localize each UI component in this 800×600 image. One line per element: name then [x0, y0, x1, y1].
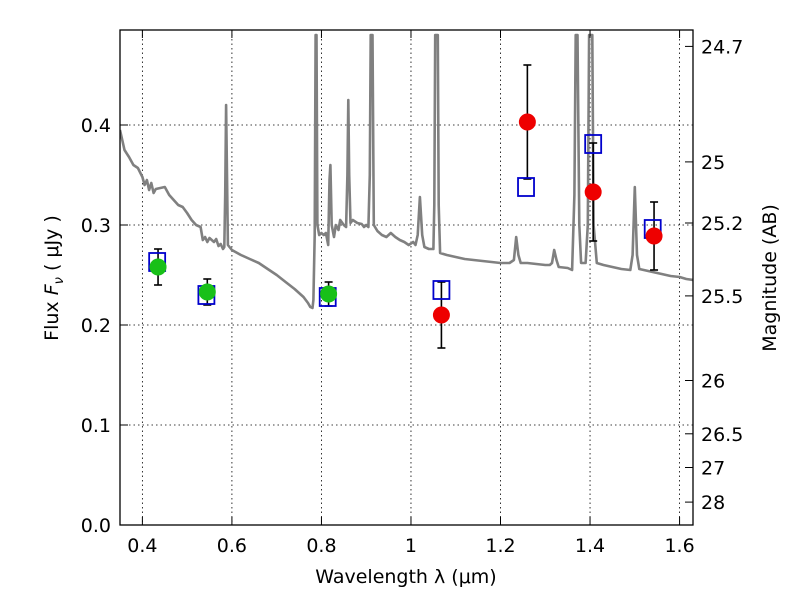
y2-tick-label: 25.5: [701, 286, 743, 308]
marker-layer: [148, 113, 663, 324]
y-tick-label: 0.1: [81, 415, 111, 437]
y-axis-label-unit: ( μJy ): [41, 215, 63, 277]
plot-frame: [119, 29, 694, 526]
y-tick-label: 0.3: [81, 215, 111, 237]
spectrum-layer: [120, 33, 693, 310]
y-axis-label: Flux Fν ( μJy ): [41, 215, 67, 341]
x-tick-label: 1: [405, 535, 417, 557]
label-layer: 0.4 0.6 0.8 1 1.2 1.4 1.6 0.0 0.1 0.2 0.3 0.4 24.7 25…: [81, 36, 744, 557]
y-axis-label-prefix: Flux: [41, 295, 63, 341]
x-tick-label: 1.2: [485, 535, 515, 557]
y2-tick-label: 25: [701, 152, 725, 174]
observed-flux-point: [645, 227, 663, 245]
x-axis-label: Wavelength λ (μm): [315, 566, 496, 588]
observed-flux-point: [518, 113, 536, 131]
y2-tick-label: 25.2: [701, 213, 743, 235]
y-tick-label: 0.2: [81, 315, 111, 337]
y2-tick-label: 26: [701, 371, 725, 393]
x-tick-label: 1.4: [575, 535, 605, 557]
observed-flux-point: [432, 306, 450, 324]
x-tick-label: 0.6: [217, 535, 247, 557]
y2-tick-label: 26.5: [701, 424, 743, 446]
y-tick-label: 0.0: [81, 515, 111, 537]
y2-axis-label: Magnitude (AB): [759, 204, 781, 352]
spectrum-line: [120, 33, 693, 310]
x-tick-label: 0.4: [127, 535, 157, 557]
y-axis-label-symbol: F: [41, 283, 63, 295]
model-photometry-square: [517, 177, 535, 197]
y-axis-label-subscript: ν: [52, 277, 67, 284]
tick-layer: [120, 30, 693, 526]
observed-flux-point: [198, 283, 216, 301]
y2-tick-label: 27: [701, 458, 725, 480]
observed-flux-point: [320, 285, 338, 303]
y2-tick-label: 28: [701, 492, 725, 514]
model-photometry-square: [584, 134, 603, 154]
observed-flux-point: [149, 258, 167, 276]
x-tick-label: 1.6: [664, 535, 694, 557]
model-photometry-square: [432, 280, 451, 300]
y-tick-label: 0.4: [81, 115, 111, 137]
x-tick-label: 0.8: [306, 535, 336, 557]
observed-flux-point: [584, 183, 602, 201]
y2-tick-label: 24.7: [701, 36, 743, 58]
grid: [120, 30, 693, 525]
